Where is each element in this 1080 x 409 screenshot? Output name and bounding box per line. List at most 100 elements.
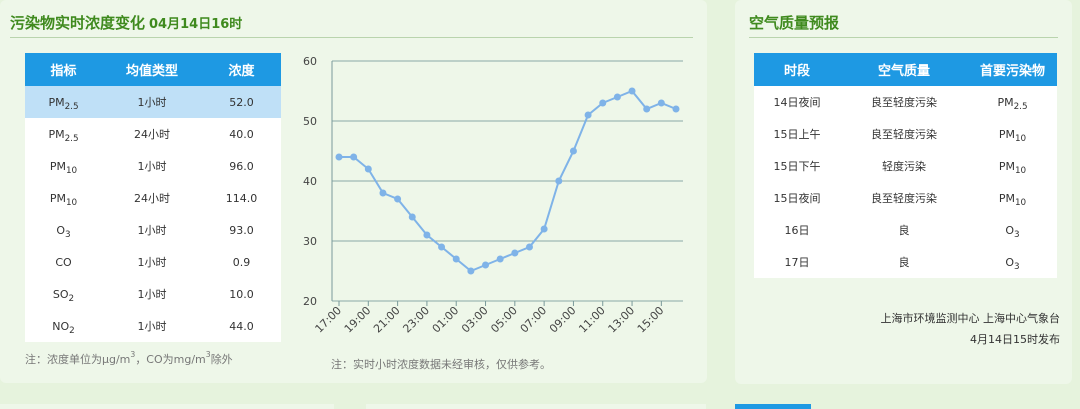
- data-point[interactable]: [364, 165, 372, 173]
- data-point[interactable]: [613, 93, 621, 101]
- pollutant-symbol: O: [1005, 255, 1015, 269]
- avg-type: 24小时: [102, 118, 202, 150]
- header-quality: 空气质量: [840, 53, 968, 86]
- table-row[interactable]: PM2.5 24小时 40.0: [25, 118, 281, 150]
- forecast-quality: 轻度污染: [840, 150, 968, 182]
- forecast-period: 17日: [754, 246, 840, 278]
- forecast-quality: 良至轻度污染: [840, 86, 968, 118]
- table-header-row: 指标 均值类型 浓度: [25, 53, 281, 86]
- forecast-quality: 良至轻度污染: [840, 182, 968, 214]
- data-point[interactable]: [643, 105, 651, 113]
- pollutant-symbol: PM: [48, 95, 65, 109]
- header-indicator: 指标: [25, 53, 102, 86]
- y-tick-label: 40: [303, 175, 317, 188]
- table-row[interactable]: PM10 1小时 96.0: [25, 150, 281, 182]
- concentration-value: 10.0: [202, 278, 281, 310]
- data-point[interactable]: [482, 261, 490, 269]
- next-panel-edge: [366, 404, 706, 409]
- forecast-quality: 良: [840, 214, 968, 246]
- data-point[interactable]: [657, 99, 665, 107]
- unit-note-sup: 3: [130, 350, 136, 359]
- data-point[interactable]: [555, 177, 563, 185]
- x-tick-label: 11:00: [576, 304, 608, 336]
- data-point[interactable]: [525, 243, 533, 251]
- data-point[interactable]: [467, 267, 475, 275]
- x-tick-label: 17:00: [313, 304, 345, 336]
- forecast-panel: 空气质量预报 时段 空气质量 首要污染物 14日夜间 良至轻度污染 PM2.5 15日…: [735, 0, 1072, 384]
- unit-note-sup: 3: [205, 350, 211, 359]
- pollutant-subscript: 2: [69, 325, 75, 336]
- table-row[interactable]: PM10 24小时 114.0: [25, 182, 281, 214]
- header-concentration: 浓度: [202, 53, 281, 86]
- avg-type: 1小时: [102, 246, 202, 278]
- data-point[interactable]: [599, 99, 607, 107]
- forecast-period: 15日上午: [754, 118, 840, 150]
- pollutant-table: 指标 均值类型 浓度 PM2.5 1小时 52.0 PM2.5 24小时 40.0 PM10…: [25, 53, 281, 342]
- next-panel-edge: [0, 404, 334, 409]
- data-point[interactable]: [511, 249, 519, 257]
- data-point[interactable]: [569, 147, 577, 155]
- pollutant-symbol: PM: [998, 191, 1015, 205]
- table-row: 14日夜间 良至轻度污染 PM2.5: [754, 86, 1057, 118]
- pollutant-subscript: 3: [65, 229, 71, 240]
- title-divider: [10, 37, 693, 38]
- table-header-row: 时段 空气质量 首要污染物: [754, 53, 1057, 86]
- concentration-value: 96.0: [202, 150, 281, 182]
- y-tick-label: 20: [303, 295, 317, 308]
- avg-type: 1小时: [102, 150, 202, 182]
- primary-pollutant: O3: [968, 214, 1057, 246]
- primary-pollutant: PM10: [968, 150, 1057, 182]
- forecast-table: 时段 空气质量 首要污染物 14日夜间 良至轻度污染 PM2.5 15日上午 良至轻度污…: [754, 53, 1057, 278]
- avg-type: 1小时: [102, 214, 202, 246]
- title-divider: [749, 37, 1058, 38]
- y-tick-label: 30: [303, 235, 317, 248]
- forecast-quality: 良至轻度污染: [840, 118, 968, 150]
- table-row[interactable]: NO2 1小时 44.0: [25, 310, 281, 342]
- pollutant-name: O3: [25, 214, 102, 246]
- pollutant-name: CO: [25, 246, 102, 278]
- pollutant-subscript: 10: [65, 197, 78, 208]
- timestamp: 04月14日16时: [149, 17, 243, 32]
- concentration-value: 114.0: [202, 182, 281, 214]
- primary-pollutant: PM10: [968, 118, 1057, 150]
- credit-release-time: 4月14日15时发布: [970, 333, 1060, 346]
- forecast-period: 15日下午: [754, 150, 840, 182]
- table-row[interactable]: CO 1小时 0.9: [25, 246, 281, 278]
- primary-pollutant: PM10: [968, 182, 1057, 214]
- header-period: 时段: [754, 53, 840, 86]
- data-point[interactable]: [672, 105, 680, 113]
- table-row[interactable]: O3 1小时 93.0: [25, 214, 281, 246]
- data-point[interactable]: [350, 153, 358, 161]
- data-point[interactable]: [496, 255, 504, 263]
- data-point[interactable]: [335, 153, 343, 161]
- data-point[interactable]: [379, 189, 387, 197]
- pollutant-name: PM2.5: [25, 118, 102, 150]
- table-row: 17日良 O3: [754, 246, 1057, 278]
- data-point[interactable]: [584, 111, 592, 119]
- table-row[interactable]: PM2.5 1小时 52.0: [25, 86, 281, 118]
- pollutant-subscript: 10: [1014, 197, 1027, 208]
- primary-pollutant: O3: [968, 246, 1057, 278]
- data-point[interactable]: [438, 243, 446, 251]
- data-point[interactable]: [423, 231, 431, 239]
- chart-series: [335, 87, 680, 275]
- pollutant-subscript: 2: [68, 293, 75, 304]
- unit-note-suffix: 除外: [210, 353, 233, 366]
- next-tab-edge: [735, 404, 811, 409]
- data-point[interactable]: [628, 87, 636, 95]
- table-row[interactable]: SO2 1小时 10.0: [25, 278, 281, 310]
- pollutant-symbol: NO: [52, 319, 70, 333]
- data-point[interactable]: [452, 255, 460, 263]
- pollutant-name: NO2: [25, 310, 102, 342]
- forecast-period: 14日夜间: [754, 86, 840, 118]
- table-row: 15日夜间 良至轻度污染 PM10: [754, 182, 1057, 214]
- chart-note: 注：实时小时浓度数据未经审核，仅供参考。: [331, 358, 551, 371]
- data-point[interactable]: [408, 213, 416, 221]
- primary-pollutant: PM2.5: [968, 86, 1057, 118]
- data-point[interactable]: [540, 225, 548, 233]
- forecast-title: 空气质量预报: [749, 14, 840, 32]
- data-point[interactable]: [394, 195, 402, 203]
- concentration-line-chart: 20 30 40 50 60 17:0019:0021:0023:0001:0003:00…: [303, 55, 683, 336]
- x-tick-label: 15:00: [635, 304, 667, 336]
- x-tick-label: 03:00: [459, 304, 491, 336]
